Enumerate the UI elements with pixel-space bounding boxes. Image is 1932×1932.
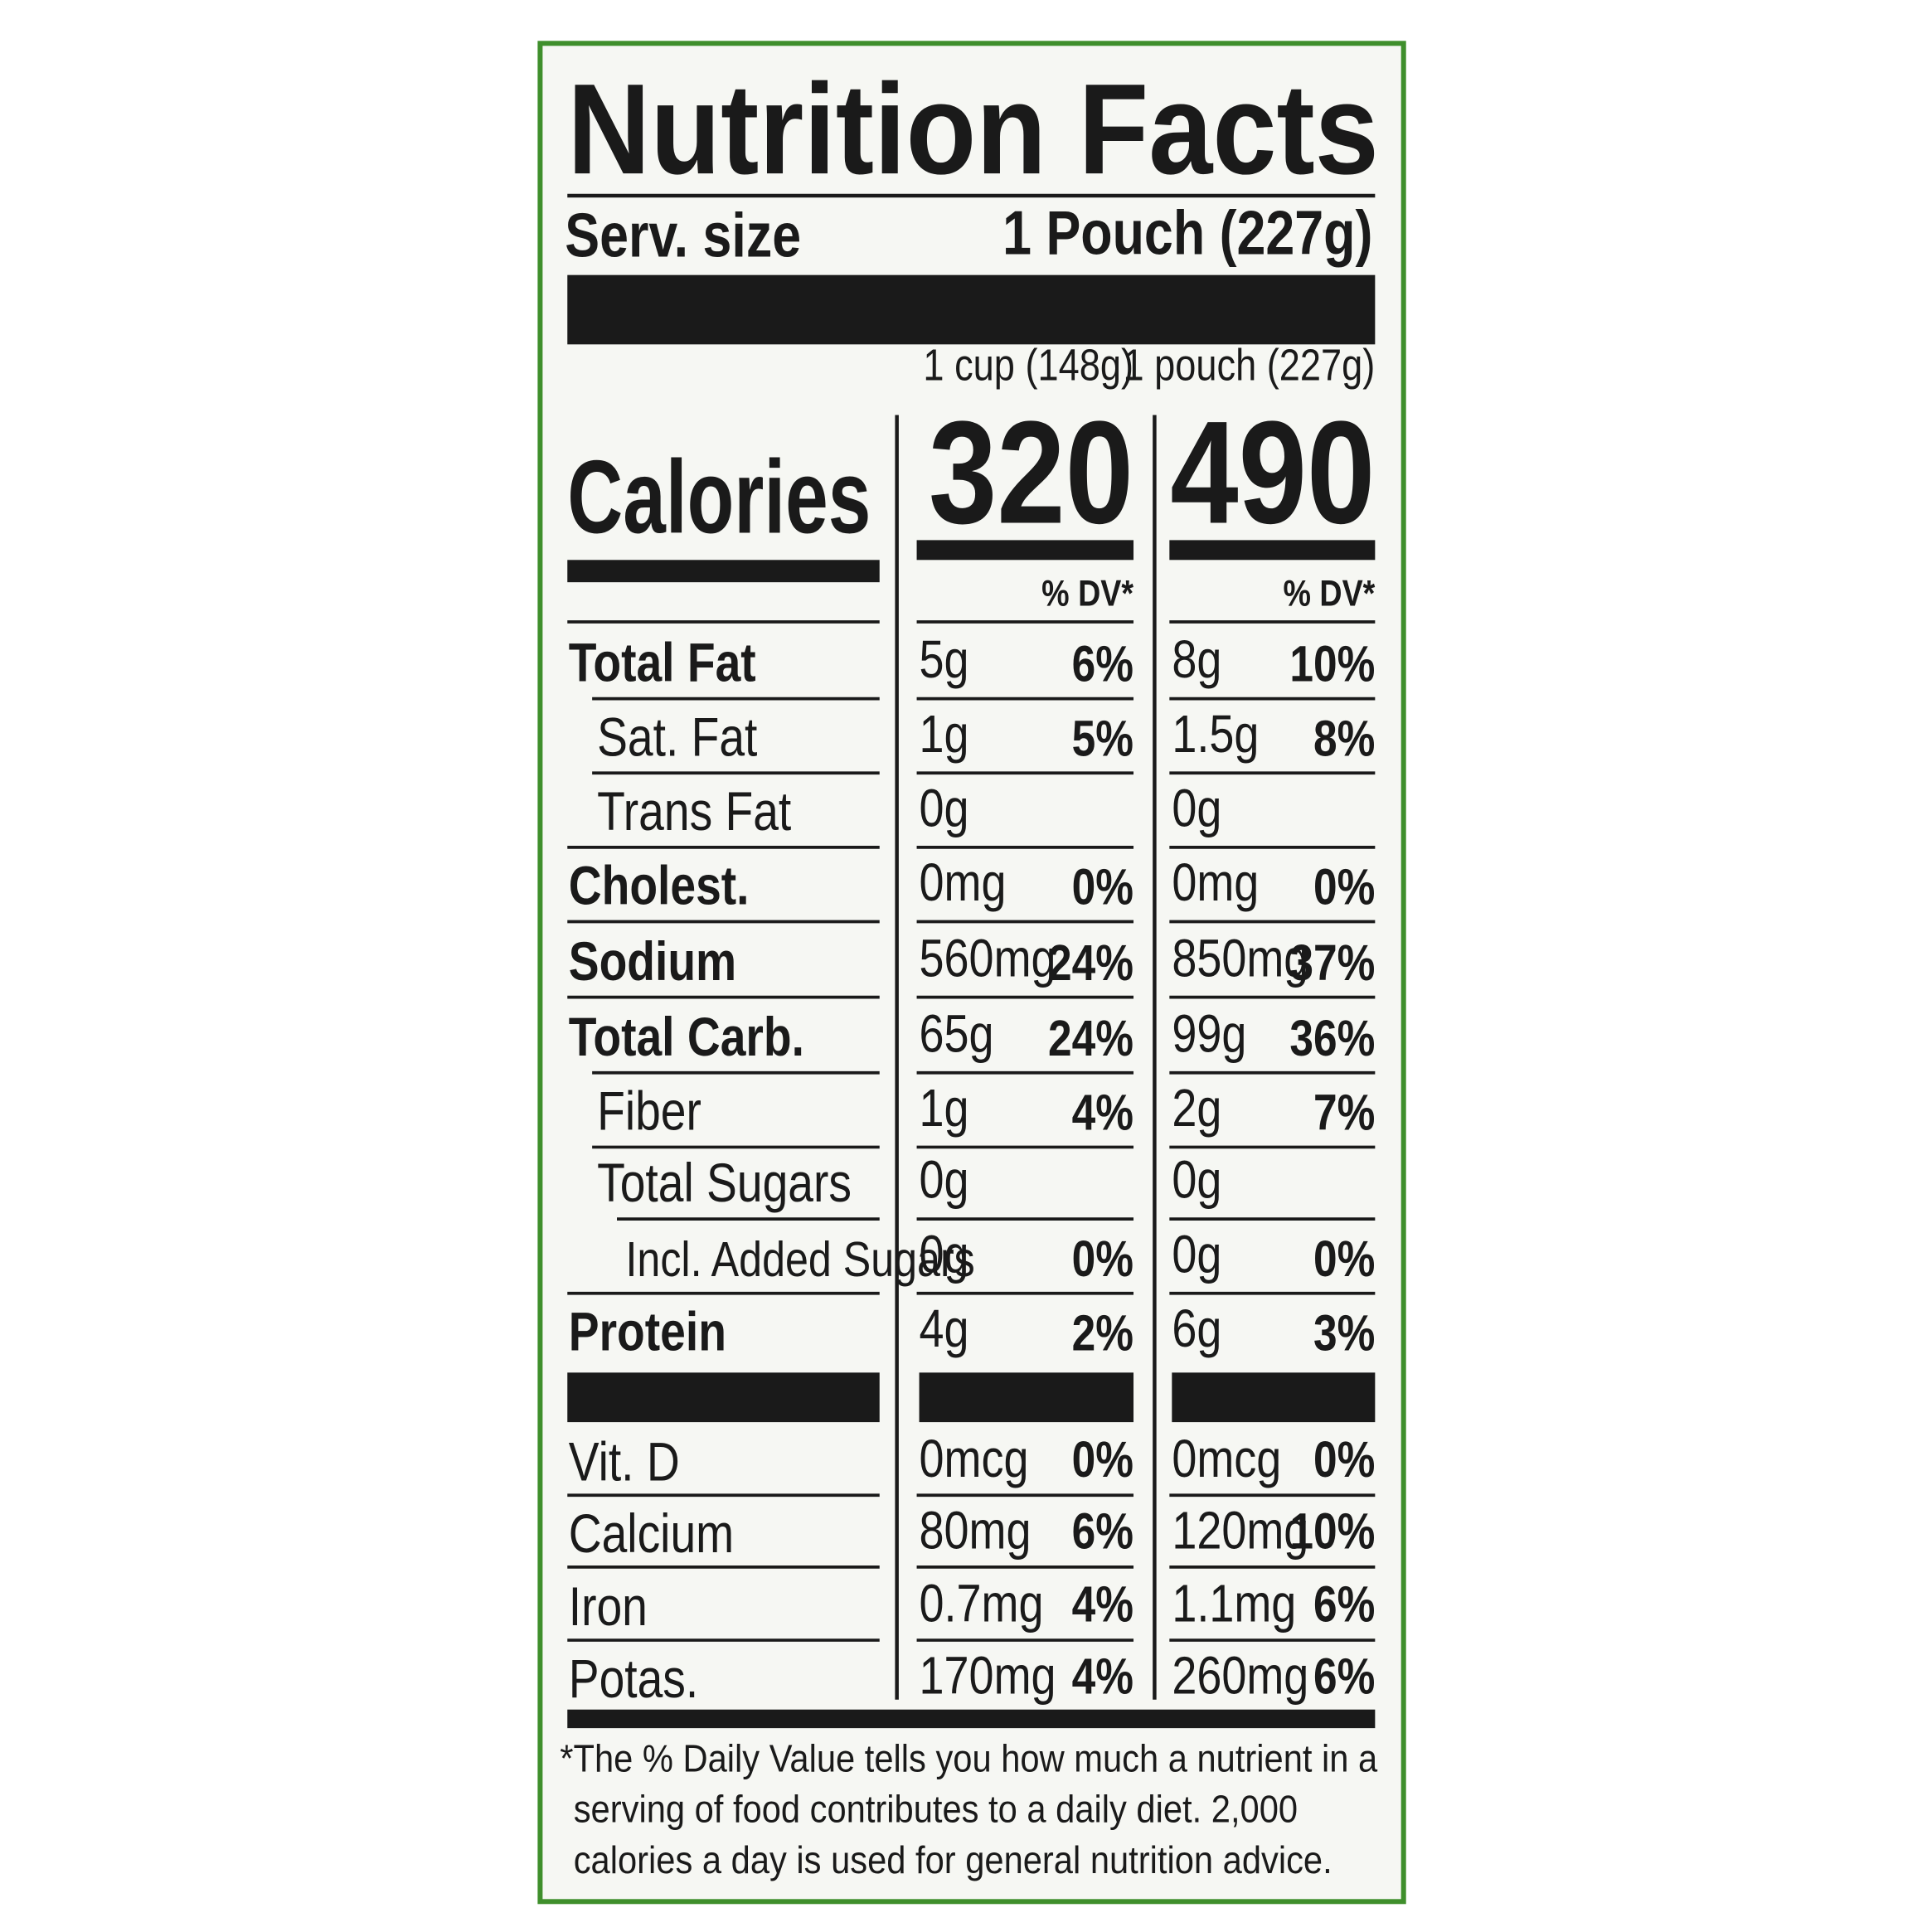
sub-nutrient-name: Sat. Fat	[597, 706, 757, 768]
daily-value: 10%	[1289, 1502, 1375, 1559]
amount: 850mg	[1172, 928, 1308, 988]
amount: 65g	[920, 1003, 994, 1064]
calories-bar	[567, 560, 880, 583]
amount: 6g	[1172, 1299, 1221, 1359]
vitamin-name: Potas.	[569, 1648, 698, 1709]
daily-value: 5%	[1072, 710, 1133, 766]
amount: 0g	[1172, 1224, 1221, 1284]
daily-value: 3%	[1313, 1304, 1375, 1361]
thick-bar	[919, 1372, 1134, 1423]
daily-value: 0%	[1313, 1231, 1375, 1287]
daily-value: 2%	[1072, 1304, 1133, 1361]
sub-nutrient-name: Trans Fat	[597, 780, 791, 842]
daily-value: 37%	[1289, 934, 1375, 991]
nutrient-name: Total Fat	[569, 632, 756, 693]
amount: 0g	[1172, 1149, 1221, 1210]
serving-label: Serv. size	[565, 201, 801, 269]
amount: 120mg	[1172, 1500, 1308, 1561]
amount: 0g	[1172, 778, 1221, 838]
panel	[537, 41, 1406, 1905]
dv-header: % DV*	[1041, 572, 1134, 614]
daily-value: 24%	[1048, 934, 1133, 991]
daily-value: 0%	[1313, 858, 1375, 915]
sub-nutrient-name: Fiber	[597, 1080, 701, 1142]
amount: 0mg	[920, 852, 1007, 913]
amount: 1.1mg	[1172, 1573, 1296, 1633]
thick-bar	[567, 1372, 880, 1423]
amount: 0mg	[1172, 852, 1259, 913]
calories-bar	[916, 540, 1134, 561]
amount: 5g	[920, 629, 969, 690]
amount: 4g	[920, 1299, 969, 1359]
dv-header: % DV*	[1283, 572, 1376, 614]
calories-value: 320	[929, 391, 1133, 554]
amount: 0mcg	[920, 1428, 1029, 1488]
column-header: 1 pouch (227g)	[1123, 340, 1375, 391]
vitamin-name: Iron	[569, 1576, 648, 1638]
daily-value: 0%	[1072, 1231, 1133, 1287]
daily-value: 6%	[1072, 635, 1133, 692]
calories-value: 490	[1170, 391, 1375, 554]
amount: 80mg	[920, 1500, 1032, 1561]
amount: 1g	[920, 703, 969, 764]
amount: 560mg	[920, 928, 1056, 988]
nutrient-name: Protein	[569, 1301, 726, 1362]
daily-value: 10%	[1289, 635, 1375, 692]
nutrient-name: Total Carb.	[569, 1006, 804, 1067]
daily-value: 4%	[1072, 1575, 1133, 1632]
daily-value: 24%	[1048, 1010, 1133, 1066]
nutrient-name: Cholest.	[569, 855, 750, 916]
footnote: serving of food contributes to a daily d…	[574, 1789, 1298, 1832]
calories-bar	[1169, 540, 1376, 561]
amount: 0g	[920, 1149, 969, 1210]
amount: 1g	[920, 1078, 969, 1138]
daily-value: 6%	[1313, 1575, 1375, 1632]
footnote: calories a day is used for general nutri…	[574, 1839, 1332, 1882]
daily-value: 0%	[1072, 858, 1133, 915]
amount: 8g	[1172, 629, 1221, 690]
amount: 0g	[920, 778, 969, 838]
amount: 0mcg	[1172, 1428, 1281, 1488]
thick-bar	[567, 274, 1376, 345]
daily-value: 8%	[1313, 710, 1375, 766]
daily-value: 7%	[1313, 1084, 1375, 1140]
sub-nutrient-name: Incl. Added Sugars	[625, 1231, 974, 1287]
column-header: 1 cup (148g)	[923, 340, 1133, 391]
vitamin-name: Calcium	[569, 1502, 734, 1564]
amount: 0g	[920, 1224, 969, 1284]
amount: 99g	[1172, 1003, 1246, 1064]
amount: 0.7mg	[920, 1573, 1044, 1633]
vitamin-name: Vit. D	[569, 1431, 680, 1493]
daily-value: 6%	[1313, 1648, 1375, 1704]
daily-value: 4%	[1072, 1648, 1133, 1704]
amount: 170mg	[920, 1645, 1056, 1706]
amount: 1.5g	[1172, 703, 1259, 764]
amount: 2g	[1172, 1078, 1221, 1138]
thick-bar	[1172, 1372, 1376, 1423]
thick-bar	[567, 1709, 1376, 1729]
daily-value: 36%	[1289, 1010, 1375, 1066]
daily-value: 0%	[1313, 1431, 1375, 1488]
daily-value: 6%	[1072, 1502, 1133, 1559]
daily-value: 0%	[1072, 1431, 1133, 1488]
sub-nutrient-name: Total Sugars	[597, 1153, 852, 1214]
calories-label: Calories	[567, 439, 871, 556]
serving-value: 1 Pouch (227g)	[1002, 198, 1372, 267]
title: Nutrition Facts	[567, 57, 1379, 201]
amount: 260mg	[1172, 1645, 1308, 1706]
nutrient-name: Sodium	[569, 930, 736, 992]
footnote: *The % Daily Value tells you how much a …	[560, 1737, 1377, 1780]
daily-value: 4%	[1072, 1084, 1133, 1140]
